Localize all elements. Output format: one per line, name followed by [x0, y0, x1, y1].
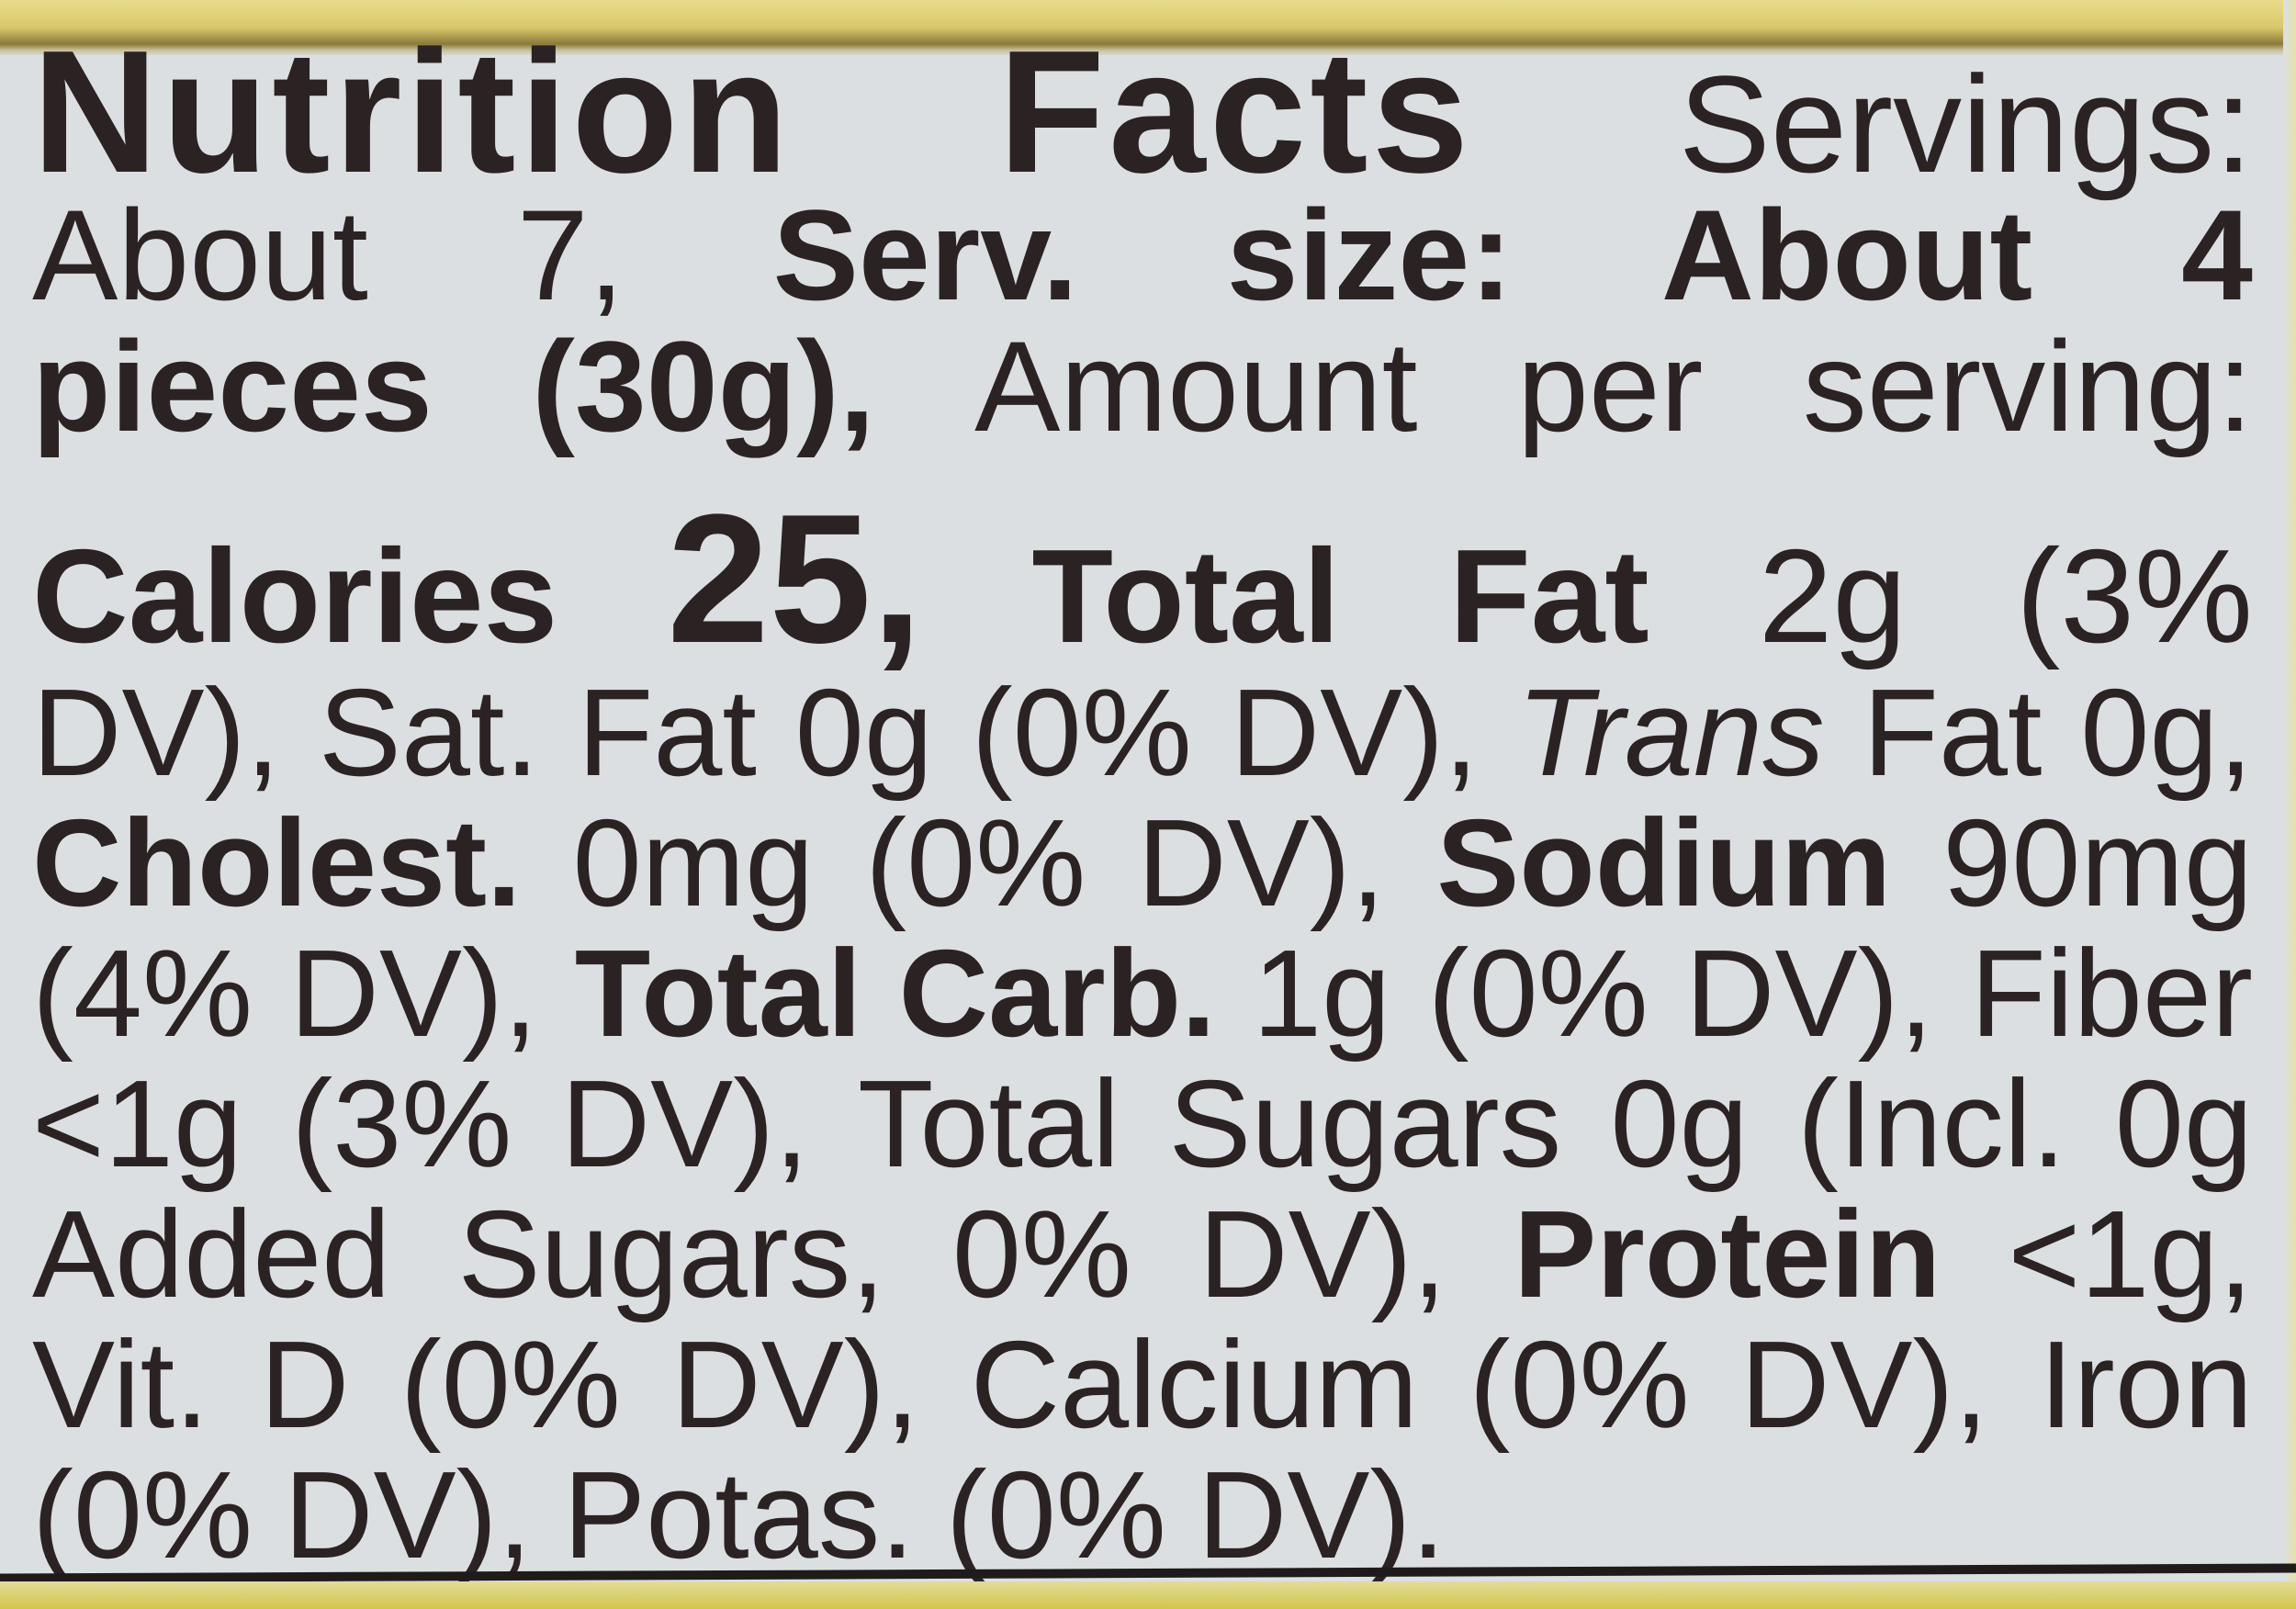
label-word: (0% [865, 793, 1086, 932]
label-word: Sodium [1436, 793, 1892, 932]
label-word: (30g), [532, 314, 875, 458]
label-word: DV). [1197, 1446, 1446, 1584]
label-word: Total [857, 1054, 1120, 1193]
label-word: Protein [1514, 1185, 1941, 1323]
label-line: DV), Sat. Fat 0g (0% DV), Trans Fat 0g, [32, 670, 2253, 794]
label-word: DV), [1739, 1315, 1988, 1454]
label-word: 4 [2181, 183, 2253, 327]
label-word: DV), [1685, 924, 1934, 1063]
label-word: Fat [577, 663, 757, 802]
label-word: 7, [516, 183, 625, 327]
label-line: Nutrition Facts Servings: [32, 25, 2253, 199]
label-word: DV), [284, 1446, 533, 1584]
package-bottom-edge [0, 1581, 2296, 1609]
package-right-edge [2283, 0, 2296, 1605]
label-line: About 7, Serv. size: About 4 [32, 191, 2253, 320]
label-word: Calcium [970, 1315, 1419, 1454]
label-word: Total [1031, 522, 1341, 670]
label-word: Sugars [1168, 1054, 1562, 1193]
label-word: Iron [2039, 1315, 2253, 1454]
label-line: <1g (3% DV), Total Sugars 0g (Incl. 0g [32, 1062, 2253, 1186]
label-line: Added Sugars, 0% DV), Protein <1g, [32, 1192, 2253, 1316]
label-word: (3% [2016, 522, 2253, 670]
label-word: Fiber [1970, 924, 2253, 1063]
label-word: DV), [1230, 663, 1479, 802]
label-word: 0g [1610, 1054, 1749, 1193]
label-word: (0% [945, 1446, 1166, 1584]
label-word: 2g [1758, 522, 1908, 670]
label-word: Calories [32, 522, 558, 670]
label-word: (0% [1469, 1315, 1690, 1454]
label-word: Amount [974, 314, 1418, 458]
label-line: pieces (30g), Amount per serving: [32, 322, 2253, 451]
label-word: serving: [1802, 314, 2253, 458]
label-word: Sat. [318, 663, 539, 802]
label-word: (0% [971, 663, 1192, 802]
label-word: size: [1226, 183, 1513, 327]
label-word: Potas. [563, 1446, 915, 1584]
label-word: <1g, [2008, 1185, 2253, 1323]
label-word: DV), [289, 924, 538, 1063]
label-word: Trans [1516, 663, 1825, 802]
label-word: DV), [1137, 793, 1386, 932]
label-word: Sugars, [457, 1185, 885, 1323]
label-line: Cholest. 0mg (0% DV), Sodium 90mg [32, 801, 2253, 925]
label-word: DV), [671, 1315, 920, 1454]
label-line: (4% DV), Total Carb. 1g (0% DV), Fiber [32, 931, 2253, 1055]
label-word: Nutrition [32, 15, 793, 209]
label-word: (4% [32, 924, 253, 1063]
label-word: Servings: [1678, 47, 2253, 201]
label-line: Vit. D (0% DV), Calcium (0% DV), Iron [32, 1322, 2253, 1446]
label-word: About [1660, 183, 2033, 327]
label-line: (0% DV), Potas. (0% DV). [32, 1453, 2253, 1577]
label-word: (Incl. [1796, 1054, 2066, 1193]
label-word: (0% [400, 1315, 621, 1454]
label-word: 0g [2114, 1054, 2253, 1193]
label-word: Cholest. [32, 793, 522, 932]
label-word: Fat [1449, 522, 1649, 670]
label-word: 0mg [572, 793, 815, 932]
label-line: Calories 25, Total Fat 2g (3% [32, 488, 2253, 671]
label-word: Added [32, 1185, 391, 1323]
label-word: <1g [32, 1054, 242, 1193]
label-word: 90mg [1942, 793, 2253, 932]
label-word: 1g [1253, 924, 1391, 1063]
label-word: (0% [1427, 924, 1649, 1063]
label-word: Carb. [898, 924, 1216, 1063]
label-word: Vit. [32, 1315, 209, 1454]
label-word: (3% [291, 1054, 512, 1193]
label-word: Facts [997, 15, 1473, 209]
label-word: 0g [794, 663, 933, 802]
label-word: 25, [667, 477, 923, 681]
label-word: 0g, [2080, 663, 2253, 802]
label-word: 0% [951, 1185, 1131, 1323]
label-word: DV), [1199, 1185, 1447, 1323]
label-word: Serv. [772, 183, 1078, 327]
label-word: pieces [32, 314, 433, 458]
label-word: Fat [1863, 663, 2043, 802]
label-word: DV), [32, 663, 280, 802]
label-word: About [32, 183, 368, 327]
label-word: per [1517, 314, 1704, 458]
label-word: DV), [560, 1054, 809, 1193]
label-word: D [259, 1315, 350, 1454]
package-top-edge [0, 0, 2296, 55]
label-word: Total [574, 924, 862, 1063]
label-word: (0% [32, 1446, 253, 1584]
